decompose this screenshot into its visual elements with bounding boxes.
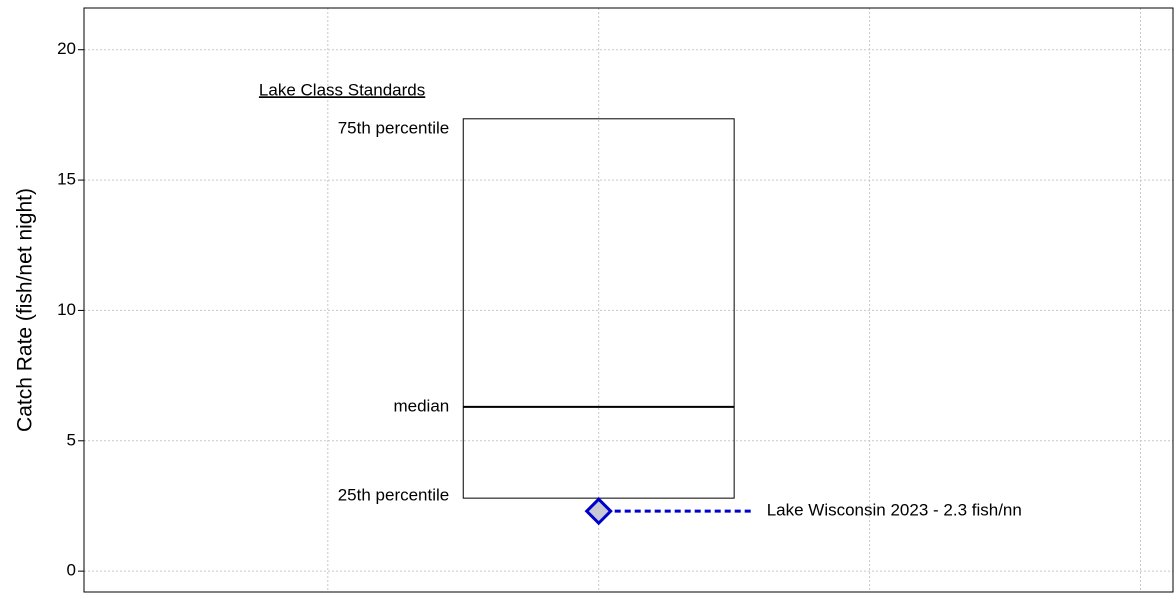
plot-frame (83, 7, 1174, 593)
point-label: Lake Wisconsin 2023 - 2.3 fish/nn (767, 501, 1022, 520)
q1-label: 25th percentile (338, 486, 450, 505)
point (584, 497, 613, 526)
y-tick-label: 5 (67, 430, 76, 449)
y-tick-label: 15 (57, 170, 76, 189)
q3-label: 75th percentile (338, 118, 450, 137)
median-label: median (393, 396, 449, 415)
y-tick-label: 10 (57, 300, 76, 319)
y-tick-label: 0 (67, 561, 76, 580)
y-tick-label: 20 (57, 39, 76, 58)
y-axis-label: Catch Rate (fish/net night) (14, 188, 37, 432)
annotation: Lake Class Standards (259, 80, 425, 99)
